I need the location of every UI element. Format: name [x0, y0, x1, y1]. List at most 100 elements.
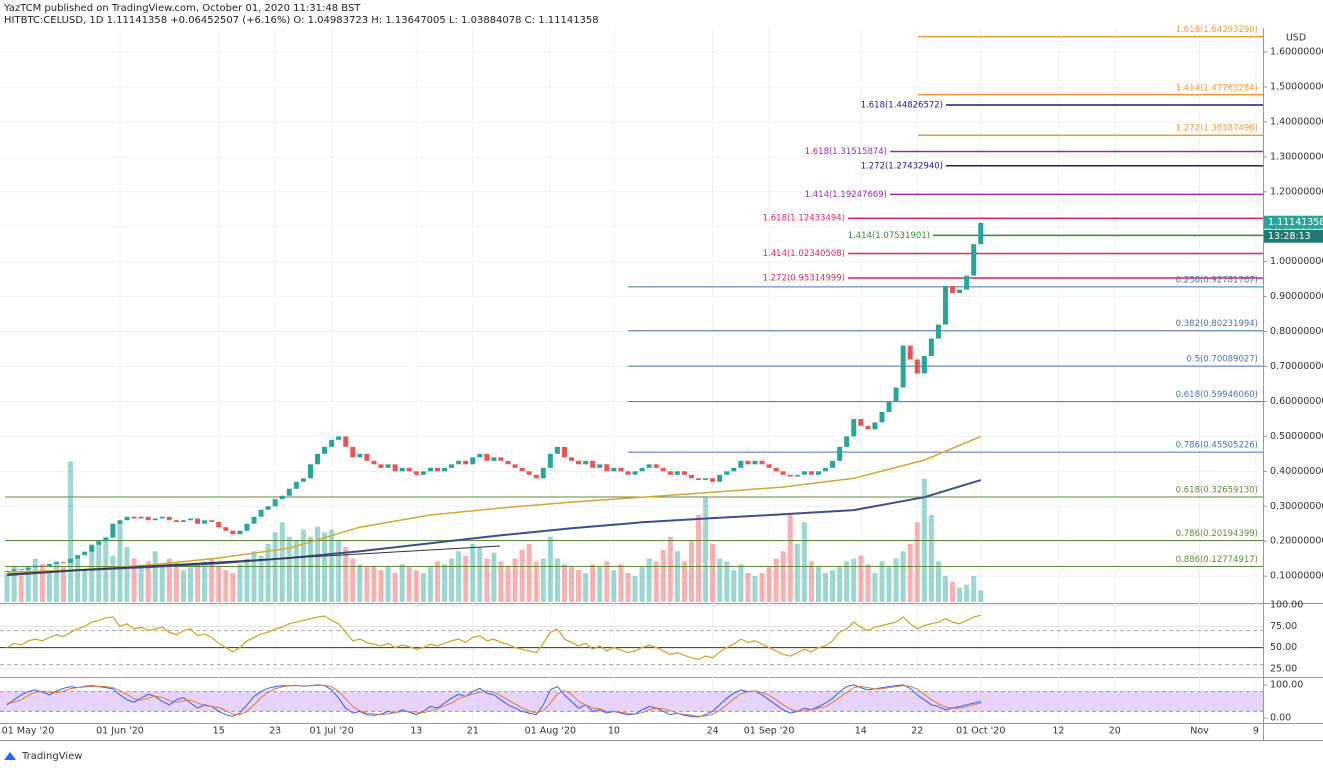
x-tick-label: 01 Jun '20: [96, 726, 144, 737]
candle: [914, 359, 920, 374]
y-tick-label: 1.50000000: [1270, 81, 1323, 92]
candle: [780, 471, 786, 475]
candle: [957, 289, 963, 294]
volume-bar: [583, 573, 589, 602]
candle: [11, 569, 17, 571]
candle: [921, 356, 927, 374]
volume-bar: [173, 562, 179, 602]
candle: [837, 446, 843, 461]
volume-bar: [865, 564, 871, 602]
volume-bar: [322, 532, 328, 602]
candle: [851, 418, 857, 437]
volume-bar: [484, 558, 490, 602]
volume-bar: [773, 558, 779, 602]
candle: [89, 544, 95, 552]
volume-bar: [879, 561, 885, 602]
volume-bar: [759, 573, 765, 602]
candle: [385, 464, 391, 468]
x-tick-label: 15: [213, 726, 225, 737]
x-tick-label: 12: [1052, 726, 1064, 737]
grid: [0, 28, 1263, 723]
candle: [815, 471, 821, 475]
candle: [413, 471, 419, 475]
candle: [336, 436, 342, 440]
volume-bar: [145, 561, 151, 602]
volume-bar: [794, 544, 800, 602]
candle: [886, 401, 892, 412]
candle: [272, 499, 278, 507]
candle: [420, 471, 426, 475]
volume-bar: [124, 546, 130, 602]
candle: [794, 474, 800, 477]
candles: [4, 222, 984, 572]
candle: [329, 439, 335, 447]
fib-label: 1.272(1.27432940): [861, 161, 943, 171]
fib-label: 1.272(0.95314999): [763, 274, 845, 284]
fib-label: 0.786(0.20194399): [1176, 529, 1258, 539]
candle: [710, 478, 716, 482]
volume-bar: [4, 573, 10, 602]
volume-bar: [801, 522, 807, 602]
fib-label: 0.786(0.45505226): [1176, 441, 1258, 451]
volume-bar: [611, 570, 617, 602]
x-tick-label: 20: [1109, 726, 1121, 737]
candle: [808, 471, 814, 475]
candle: [928, 338, 934, 357]
volume-bar: [371, 565, 377, 602]
fib-label: 0.382(0.80231994): [1176, 319, 1258, 329]
stoch-band: [0, 691, 1263, 712]
logo-mark: [4, 752, 16, 760]
volume-bar: [385, 567, 391, 602]
candle: [646, 464, 652, 468]
candle: [117, 520, 123, 524]
volume-bar: [89, 551, 95, 602]
candle: [787, 474, 793, 477]
volume-bar: [237, 564, 243, 602]
volume-bar: [942, 575, 948, 602]
x-tick-label: 01 Sep '20: [744, 726, 795, 737]
volume-bar: [526, 544, 532, 602]
candle: [110, 523, 116, 538]
candle: [611, 467, 617, 472]
candle: [237, 530, 243, 535]
candle: [39, 565, 45, 567]
candle: [300, 478, 306, 482]
volume-bar: [166, 558, 172, 602]
candle: [583, 460, 589, 465]
x-tick-label: 01 May '20: [2, 726, 54, 737]
candle: [25, 567, 31, 570]
volume-bar: [681, 561, 687, 602]
x-tick-label: 23: [269, 726, 281, 737]
volume-bar: [688, 541, 694, 602]
y-tick-label: 0.80000000: [1270, 326, 1323, 337]
candle: [935, 324, 941, 339]
volume-bar: [646, 558, 652, 602]
volume-bar: [872, 573, 878, 602]
candle: [180, 520, 186, 522]
candle: [950, 286, 956, 294]
candle: [519, 467, 525, 472]
candle: [540, 467, 546, 479]
volume-bar: [569, 567, 575, 602]
candle: [223, 527, 229, 531]
candle: [364, 453, 370, 461]
candle: [456, 460, 462, 465]
volume-bar: [399, 564, 405, 602]
volume-bar: [724, 561, 730, 602]
volume-bar: [138, 564, 144, 602]
volume-bar: [378, 570, 384, 602]
candle: [703, 478, 709, 481]
volume-bar: [195, 564, 201, 602]
candle: [893, 387, 899, 402]
volume-bar: [11, 565, 17, 602]
volume-bar: [456, 551, 462, 602]
volume-bar: [886, 567, 892, 602]
volume-bar: [279, 522, 285, 602]
candle: [688, 474, 694, 479]
x-tick-label: 01 Aug '20: [525, 726, 576, 737]
candle: [625, 471, 631, 475]
candle: [399, 467, 405, 472]
candle: [639, 467, 645, 472]
candle: [554, 446, 560, 454]
volume-bar: [357, 564, 363, 602]
